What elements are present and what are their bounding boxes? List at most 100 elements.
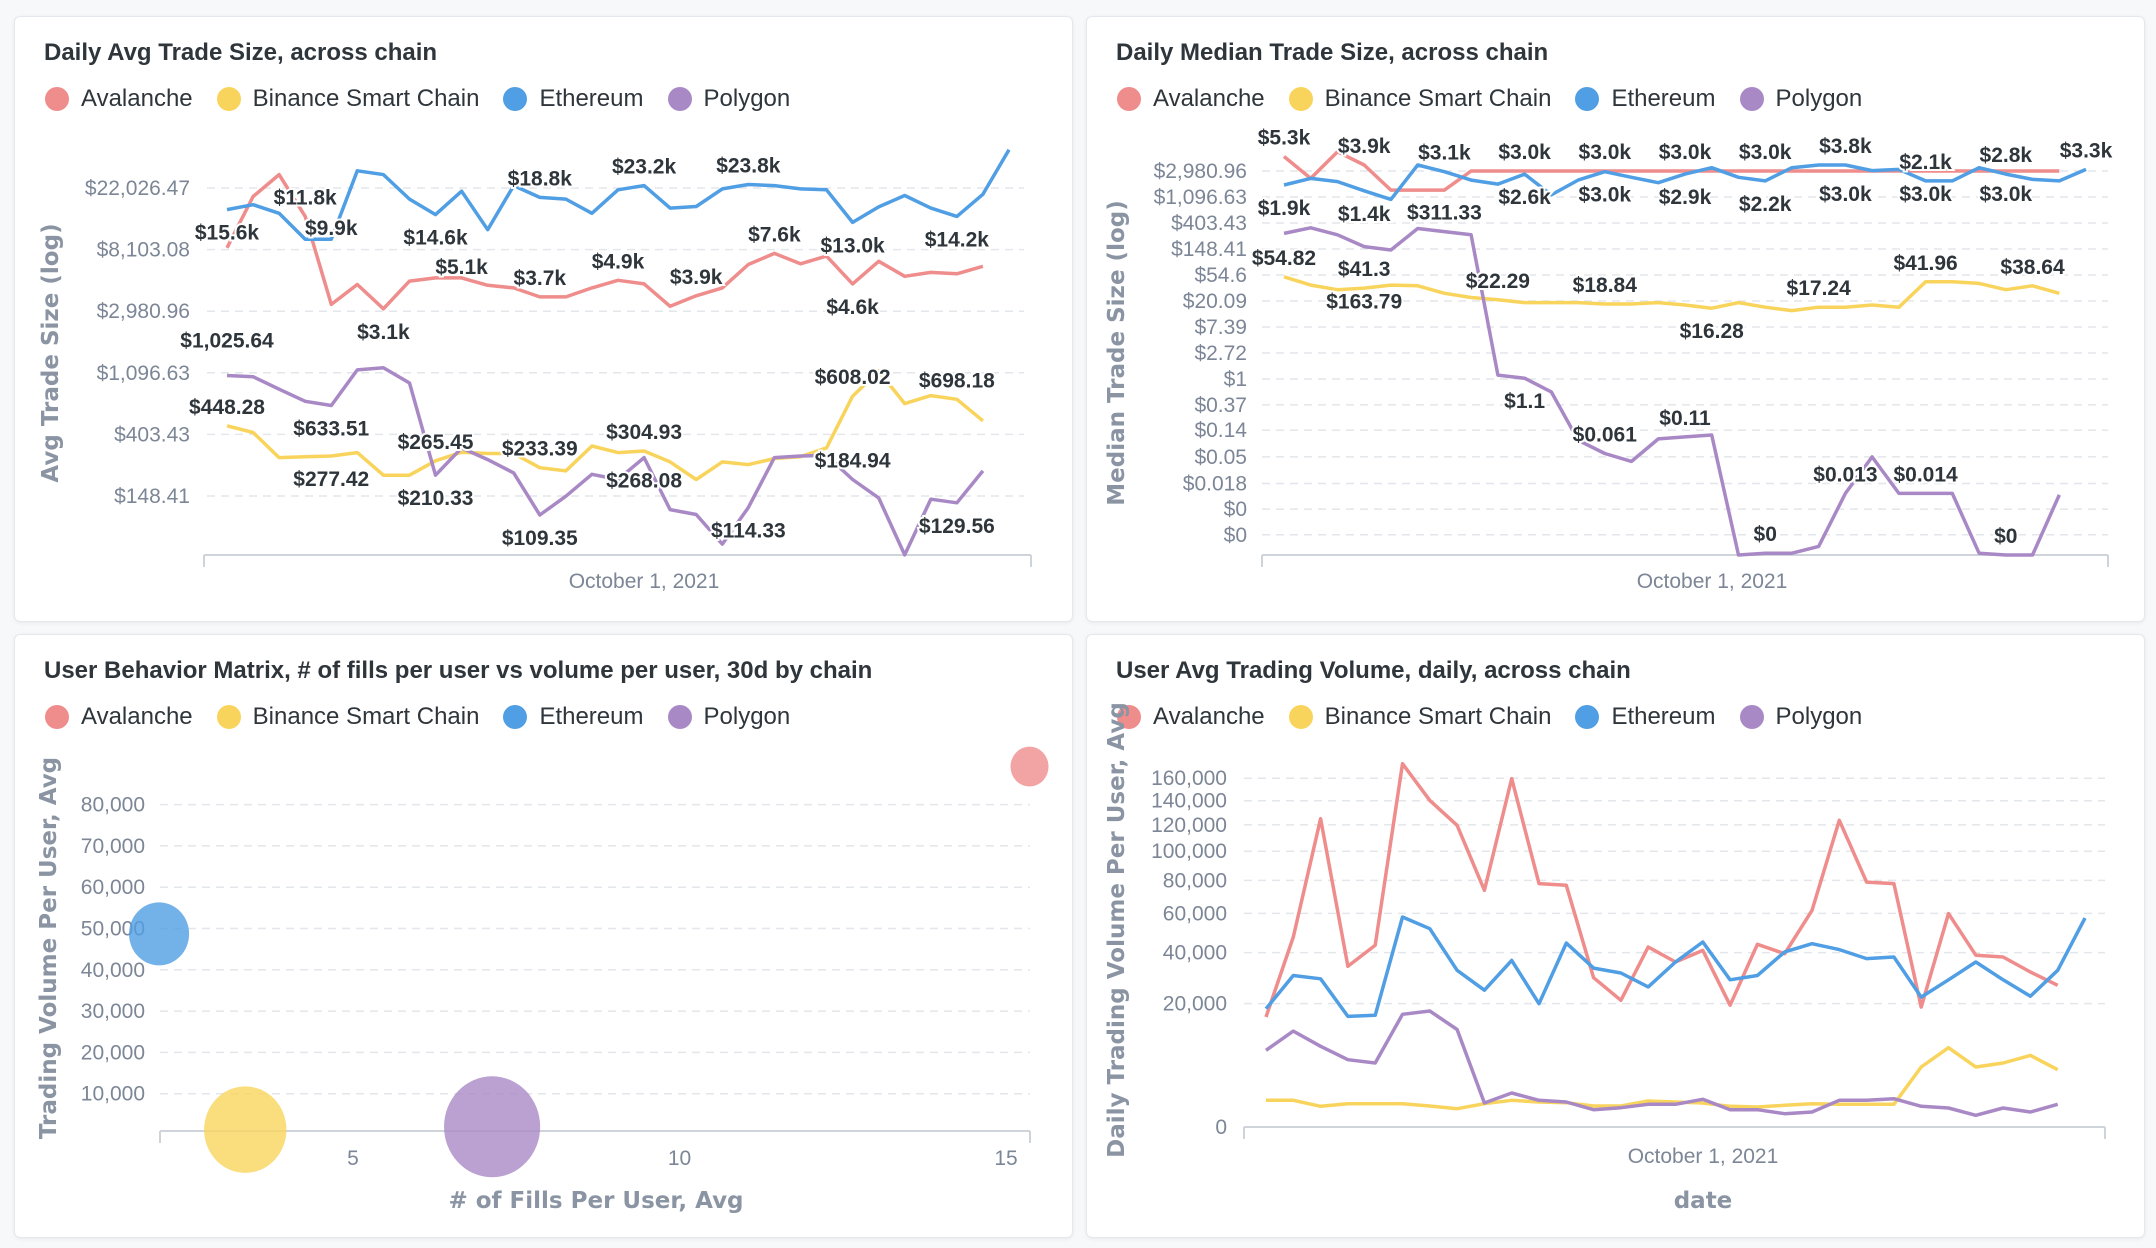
x-tick-label: October 1, 2021 bbox=[1637, 570, 1788, 593]
legend-item-avalanche[interactable]: Avalanche bbox=[45, 703, 193, 731]
series-line-binance-smart-chain[interactable] bbox=[226, 369, 985, 482]
bubble-binance-smart-chain[interactable] bbox=[204, 1086, 287, 1173]
data-label: $4.6k bbox=[826, 296, 879, 319]
data-label: $16.28 bbox=[1680, 320, 1745, 343]
series-line-ethereum[interactable] bbox=[226, 148, 1011, 241]
y-axis-title: Daily Trading Volume Per User, Avg bbox=[1104, 702, 1130, 1158]
legend-item-polygon[interactable]: Polygon bbox=[1739, 703, 1862, 731]
data-label: $3.0k bbox=[1579, 184, 1632, 207]
legend-label: Binance Smart Chain bbox=[1324, 703, 1552, 730]
data-label: $2.1k bbox=[1899, 151, 1952, 174]
data-label: $23.2k bbox=[612, 156, 677, 179]
legend: Avalanche Binance Smart Chain Ethereum P… bbox=[45, 703, 814, 731]
series-line-avalanche[interactable] bbox=[1282, 150, 2060, 192]
legend-item-polygon[interactable]: Polygon bbox=[667, 703, 791, 731]
y-tick-label: 50,000 bbox=[81, 918, 145, 941]
chart-title[interactable]: User Avg Trading Volume, daily, across c… bbox=[1116, 657, 1631, 684]
y-tick-label: $148.41 bbox=[1171, 238, 1247, 261]
data-label: $3.0k bbox=[1819, 183, 1872, 206]
chart-2: 10,000 20,000 30,000 40,000 50,000 60,000 70,0… bbox=[36, 746, 1049, 1214]
y-tick-label: $2,980.96 bbox=[97, 300, 190, 323]
data-label: $448.28 bbox=[189, 396, 265, 419]
avalanche-dot-icon bbox=[1117, 705, 1141, 729]
data-label: $3.3k bbox=[2060, 139, 2113, 162]
data-label: $0.014 bbox=[1893, 463, 1958, 486]
series-line-binance-smart-chain[interactable] bbox=[1283, 275, 2060, 313]
y-tick-label: 120,000 bbox=[1151, 814, 1227, 837]
legend-item-avalanche[interactable]: Avalanche bbox=[1117, 703, 1265, 731]
legend-label: Avalanche bbox=[81, 703, 193, 730]
legend-item-avalanche[interactable]: Avalanche bbox=[1117, 85, 1265, 113]
legend-item-ethereum[interactable]: Ethereum bbox=[503, 85, 644, 113]
y-tick-label: $0.37 bbox=[1194, 394, 1247, 417]
bubble-avalanche[interactable] bbox=[1010, 746, 1049, 787]
series-line-avalanche[interactable] bbox=[225, 172, 984, 311]
avalanche-dot-icon bbox=[45, 705, 69, 729]
legend: Avalanche Binance Smart Chain Ethereum P… bbox=[1117, 85, 1886, 113]
data-label: $114.33 bbox=[711, 520, 786, 543]
data-label: $0 bbox=[1754, 523, 1777, 546]
legend-item-polygon[interactable]: Polygon bbox=[1739, 85, 1862, 113]
legend-item-ethereum[interactable]: Ethereum bbox=[1575, 85, 1716, 113]
y-tick-label: $0 bbox=[1224, 524, 1247, 547]
legend-item-bsc[interactable]: Binance Smart Chain bbox=[216, 703, 479, 731]
series-line-ethereum[interactable] bbox=[1283, 163, 2087, 202]
y-tick-label: 80,000 bbox=[1163, 869, 1227, 892]
data-label: $3.0k bbox=[1579, 141, 1632, 164]
data-label: $3.0k bbox=[1980, 183, 2033, 206]
data-label: $2.2k bbox=[1739, 193, 1792, 216]
legend-item-polygon[interactable]: Polygon bbox=[667, 85, 791, 113]
y-tick-label: 80,000 bbox=[81, 794, 145, 817]
y-tick-label: 30,000 bbox=[81, 1000, 145, 1023]
bubble-ethereum[interactable] bbox=[129, 902, 190, 966]
data-label: $0.013 bbox=[1813, 463, 1877, 486]
legend-label: Polygon bbox=[703, 85, 791, 112]
series-line-avalanche[interactable] bbox=[1264, 761, 2059, 1018]
chart-title[interactable]: User Behavior Matrix, # of fills per use… bbox=[44, 657, 873, 684]
y-tick-label: 20,000 bbox=[81, 1041, 145, 1064]
data-label: $3.8k bbox=[1819, 135, 1872, 158]
legend-item-bsc[interactable]: Binance Smart Chain bbox=[216, 85, 479, 113]
legend-label: Polygon bbox=[703, 703, 791, 730]
data-label: $41.3 bbox=[1338, 258, 1391, 281]
data-label: $3.1k bbox=[357, 321, 410, 344]
polygon-dot-icon bbox=[667, 705, 692, 729]
legend-item-ethereum[interactable]: Ethereum bbox=[1575, 703, 1716, 731]
chart-title[interactable]: Daily Avg Trade Size, across chain bbox=[44, 39, 438, 66]
data-label: $2.8k bbox=[1980, 144, 2033, 167]
chart-3: 020,00040,00060,00080,000100,000120,0001… bbox=[1104, 702, 2106, 1214]
y-tick-label: $403.43 bbox=[114, 423, 190, 446]
series-line-ethereum[interactable] bbox=[1264, 915, 2087, 1019]
legend-item-bsc[interactable]: Binance Smart Chain bbox=[1288, 703, 1552, 731]
data-label: $1.4k bbox=[1338, 203, 1391, 226]
legend-label: Avalanche bbox=[1153, 85, 1265, 112]
series-line-polygon[interactable] bbox=[1264, 1009, 2059, 1118]
chart-title[interactable]: Daily Median Trade Size, across chain bbox=[1116, 39, 1549, 66]
series-line-polygon[interactable] bbox=[226, 366, 985, 557]
y-tick-label: $1,096.63 bbox=[1154, 186, 1247, 209]
data-label: $3.1k bbox=[1418, 142, 1471, 165]
y-tick-label: 70,000 bbox=[81, 835, 145, 858]
legend-label: Ethereum bbox=[539, 703, 644, 730]
data-label: $1.9k bbox=[1258, 197, 1311, 220]
legend-item-ethereum[interactable]: Ethereum bbox=[503, 703, 644, 731]
polygon-dot-icon bbox=[1739, 87, 1764, 111]
ethereum-dot-icon bbox=[1575, 705, 1600, 729]
legend-item-bsc[interactable]: Binance Smart Chain bbox=[1288, 85, 1551, 113]
bubble-polygon[interactable] bbox=[444, 1076, 541, 1178]
series-line-polygon[interactable] bbox=[1283, 226, 2061, 557]
y-axis-title: Trading Volume Per User, Avg bbox=[36, 757, 62, 1139]
y-tick-label: $0 bbox=[1224, 498, 1247, 521]
legend-item-avalanche[interactable]: Avalanche bbox=[45, 85, 193, 113]
chart-0: $22,026.47 $8,103.08 $2,980.96 $1,096.63 $40… bbox=[38, 148, 1032, 593]
data-label: $163.79 bbox=[1326, 291, 1402, 314]
panel-median-trade-size: Daily Median Trade Size, across chain Av… bbox=[1086, 16, 2145, 622]
bsc-dot-icon bbox=[216, 705, 241, 729]
data-label: $54.82 bbox=[1252, 247, 1316, 270]
series-line-binance-smart-chain[interactable] bbox=[1266, 1045, 2059, 1111]
chart-1: $2,980.96 $1,096.63 $403.43 $148.41 $54.6 $20… bbox=[1104, 125, 2115, 593]
data-label: $0.11 bbox=[1659, 407, 1711, 430]
data-label: $5.3k bbox=[1258, 127, 1311, 150]
avalanche-dot-icon bbox=[1117, 87, 1141, 111]
x-axis-title: # of Fills Per User, Avg bbox=[448, 1188, 743, 1214]
